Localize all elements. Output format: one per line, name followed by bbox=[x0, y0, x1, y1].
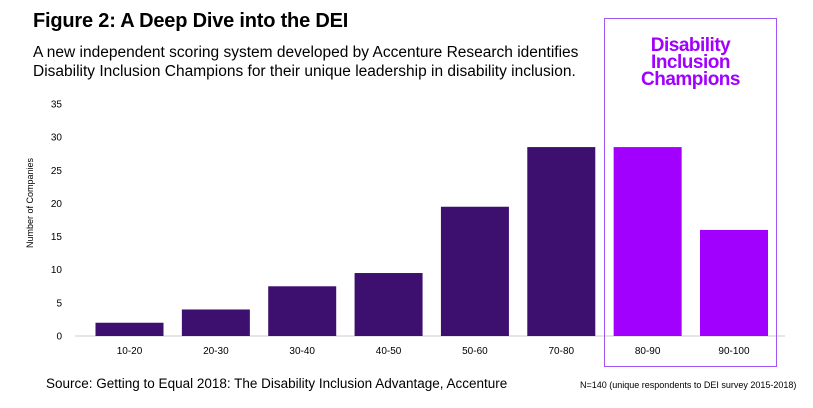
bar-70-80 bbox=[527, 147, 596, 336]
y-axis-label: Number of Companies bbox=[25, 157, 35, 249]
x-tick-label: 70-80 bbox=[548, 346, 574, 357]
x-tick-label: 80-90 bbox=[635, 346, 661, 357]
bar-20-30 bbox=[181, 309, 250, 336]
y-tick-label: 20 bbox=[51, 199, 63, 210]
x-tick-label: 20-30 bbox=[203, 346, 229, 357]
x-tick-label: 30-40 bbox=[289, 346, 315, 357]
x-tick-label: 90-100 bbox=[718, 346, 750, 357]
source-note: Source: Getting to Equal 2018: The Disab… bbox=[46, 376, 508, 391]
y-tick-label: 25 bbox=[51, 166, 63, 177]
x-tick-label: 10-20 bbox=[117, 346, 143, 357]
y-tick-label: 10 bbox=[51, 265, 63, 276]
callout-line: Champions bbox=[641, 69, 740, 90]
callout-line: Inclusion bbox=[651, 52, 730, 73]
y-tick-label: 5 bbox=[56, 298, 62, 309]
y-tick-label: 35 bbox=[51, 100, 63, 111]
bar-40-50 bbox=[354, 273, 423, 336]
y-tick-label: 15 bbox=[51, 232, 63, 243]
bar-80-90 bbox=[613, 147, 682, 336]
figure-title: Figure 2: A Deep Dive into the DEI bbox=[33, 10, 349, 32]
bar-10-20 bbox=[95, 322, 164, 336]
bar-30-40 bbox=[268, 286, 337, 336]
callout-line: Disability bbox=[650, 35, 731, 56]
sample-size-note: N=140 (unique respondents to DEI survey … bbox=[580, 380, 797, 390]
bar-50-60 bbox=[440, 206, 509, 336]
champions-callout: Disability Inclusion Champions bbox=[604, 35, 777, 90]
champions-highlight-box bbox=[604, 18, 777, 367]
figure-subtitle: A new independent scoring system develop… bbox=[33, 44, 579, 80]
y-tick-label: 30 bbox=[51, 133, 63, 144]
bar-90-100 bbox=[700, 229, 768, 336]
x-tick-label: 40-50 bbox=[376, 346, 402, 357]
y-tick-label: 0 bbox=[56, 332, 62, 343]
x-tick-label: 50-60 bbox=[462, 346, 488, 357]
